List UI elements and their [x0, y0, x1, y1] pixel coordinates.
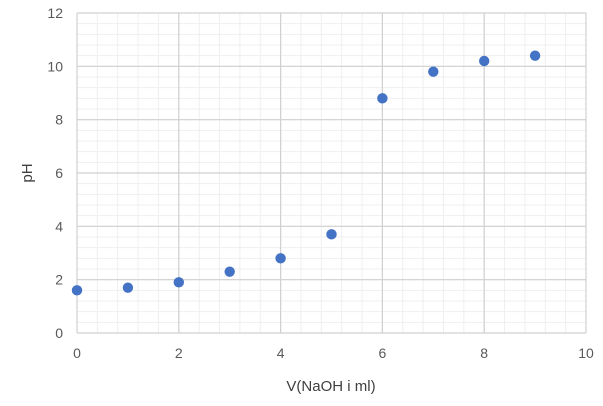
y-tick-label: 12: [47, 5, 63, 21]
y-tick-label: 6: [55, 165, 63, 181]
y-tick-label: 8: [55, 112, 63, 128]
data-point: [275, 253, 286, 264]
data-point: [529, 50, 541, 61]
data-point: [173, 277, 184, 288]
data-point: [326, 229, 337, 240]
y-tick-label: 10: [47, 58, 63, 74]
y-axis-title: pH: [19, 163, 36, 182]
data-points: [71, 50, 541, 296]
x-tick-label: 8: [480, 345, 488, 361]
y-tick-label: 4: [55, 218, 63, 234]
data-point: [428, 66, 439, 77]
data-point: [479, 55, 490, 67]
y-tick-label: 0: [55, 325, 63, 341]
major-gridlines: [76, 12, 587, 334]
y-tick-label: 2: [55, 272, 63, 288]
x-tick-label: 10: [578, 345, 594, 361]
data-point: [377, 93, 388, 104]
x-tick-label: 6: [379, 345, 387, 361]
data-point: [71, 285, 83, 296]
y-tick-labels: 0 2 4 6 8 10 12: [47, 5, 63, 341]
x-axis-title: V(NaOH i ml): [286, 378, 375, 395]
data-point: [122, 282, 134, 293]
x-tick-label: 0: [73, 345, 81, 361]
data-point: [224, 266, 235, 277]
x-tick-labels: 0 2 4 6 8 10: [73, 345, 594, 361]
x-tick-label: 4: [277, 345, 285, 361]
x-tick-label: 2: [175, 345, 183, 361]
